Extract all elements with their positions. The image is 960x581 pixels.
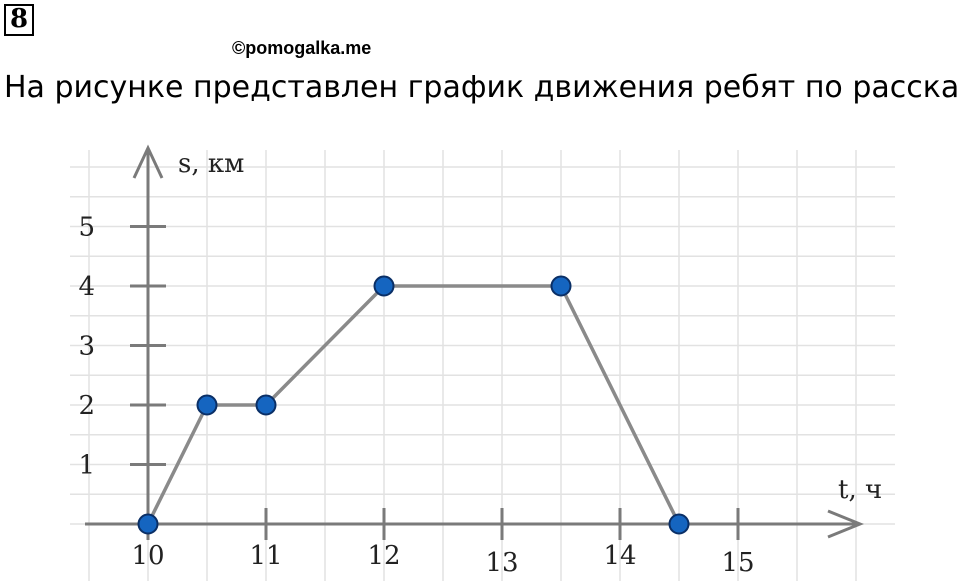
y-axis-label: s, км (178, 149, 244, 179)
data-point (137, 513, 159, 535)
data-point (373, 275, 395, 297)
x-axis-arrow (827, 509, 864, 539)
series-line (146, 284, 681, 525)
data-point (668, 513, 690, 535)
data-point (550, 275, 572, 297)
x-tick-label: 10 (131, 541, 164, 571)
y-tick-label: 5 (78, 213, 95, 243)
x-tick-label: 13 (485, 548, 518, 578)
x-tick-label: 12 (367, 541, 400, 571)
task-number: 8 (4, 4, 34, 36)
y-tick-label: 3 (78, 332, 95, 362)
x-tick-label: 14 (603, 541, 636, 571)
y-tick-label: 1 (78, 451, 95, 481)
y-tick-label: 4 (78, 272, 95, 302)
data-point (196, 394, 218, 416)
y-axis-arrow (132, 144, 164, 179)
y-tick-label: 2 (78, 391, 95, 421)
heading: На рисунке представлен график движения р… (4, 70, 960, 105)
data-point (255, 394, 277, 416)
x-tick-label: 11 (249, 541, 282, 571)
watermark: ©pomogalka.me (232, 38, 372, 58)
x-axis-label: t, ч (838, 475, 882, 505)
x-tick-label: 15 (721, 548, 754, 578)
